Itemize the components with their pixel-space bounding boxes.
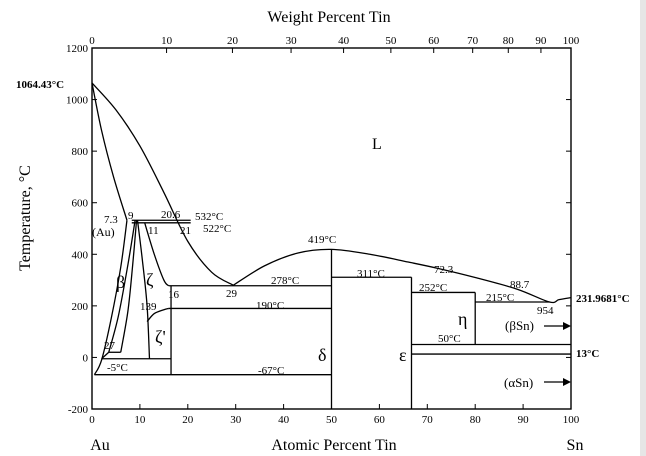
comp-9: 9 [128,210,134,222]
element-sn-label: Sn [567,437,584,454]
curve-solidus-au [91,82,128,221]
temp-tick-label: 600 [72,198,89,210]
comp-20-6: 20.6 [161,209,181,221]
phase-zeta: ζ [146,270,154,290]
weight-tick-label: 60 [428,35,440,47]
atomic-tick-label: 20 [182,414,194,426]
phase-liquid: L [372,136,382,153]
phase-beta-sn: (βSn) [505,318,534,333]
weight-tick-label: 90 [535,35,547,47]
temp-tick-label: 800 [72,146,89,158]
atomic-tick-label: 100 [563,414,580,426]
temp-tick-label: -200 [68,404,89,416]
t419-label: 419°C [308,234,336,246]
phase-epsilon: ε [399,345,407,365]
curve-beta-right [120,220,138,353]
phase-au: (Au) [92,225,115,239]
atomic-tick-label: 90 [518,414,530,426]
curve-zeta-right [144,222,170,287]
curve-zeta-left [136,220,151,359]
curve-au-solvus [93,220,128,376]
temp-tick-label: 1200 [66,43,89,55]
weight-tick-label: 50 [385,35,397,47]
comp-72-3: 72.3 [434,264,454,276]
temp-tick-label: 200 [72,301,89,313]
t532-label: 532°C [195,211,223,223]
atomic-tick-label: 30 [230,414,242,426]
comp-29: 29 [226,288,238,300]
t190-label: 190°C [256,300,284,312]
arrow-head-beta-sn [563,322,571,330]
t50-label: 50°C [438,333,461,345]
comp-27: 27 [104,340,116,352]
temp-tick-label: 0 [83,352,89,364]
phase-beta: β [116,272,125,292]
t311-label: 311°C [357,268,385,280]
t278-label: 278°C [271,275,299,287]
phase-boundaries [91,82,572,409]
weight-tick-label: 30 [286,35,298,47]
t215-label: 215°C [486,292,514,304]
axis-ticks: 0 10 20 30 40 50 60 70 80 90 1000 10 20 30 40 50 60 70 80 9… [66,35,580,426]
temperature-axis-label: Temperature, °C [17,165,34,271]
t522-label: 522°C [203,223,231,235]
tm5-label: -5°C [107,362,128,374]
atomic-tick-label: 40 [278,414,290,426]
phase-alpha-sn: (αSn) [504,375,533,390]
weight-tick-label: 20 [227,35,239,47]
phase-delta: δ [318,345,326,365]
atomic-tick-label: 10 [134,414,146,426]
weight-tick-label: 10 [161,35,173,47]
weight-tick-label: 0 [89,35,95,47]
comp-11: 11 [148,225,159,237]
comp-16: 16 [168,289,180,301]
sn-melting-label: 231.9681°C [576,293,630,305]
sn-transition-label: 13°C [576,348,599,360]
atomic-tick-label: 80 [470,414,482,426]
comp-21: 21 [180,225,191,237]
weight-tick-label: 80 [503,35,515,47]
comp-88-7: 88.7 [510,279,530,291]
comp-95-4: 954 [537,305,554,317]
curve-liquidus-right [232,248,572,304]
line-vb [101,351,110,360]
atomic-tick-label: 60 [374,414,386,426]
phase-eta: η [458,309,467,329]
atomic-percent-title: Atomic Percent Tin [271,437,396,454]
comp-7-3: 7.3 [104,214,118,226]
curve-zeta-prime-curve [146,307,169,323]
tm67-label: -67°C [258,365,284,377]
window-edge [640,0,646,456]
weight-tick-label: 40 [338,35,350,47]
arrow-head-alpha-sn [563,378,571,386]
atomic-tick-label: 0 [89,414,95,426]
curve-liquidus-left [91,82,234,286]
t252-label: 252°C [419,282,447,294]
weight-percent-title: Weight Percent Tin [267,9,390,26]
weight-tick-label: 100 [563,35,580,47]
element-au-label: Au [90,437,110,454]
phase-zeta-prime: ζ' [155,327,166,347]
weight-tick-label: 70 [467,35,479,47]
atomic-tick-label: 70 [422,414,434,426]
temp-tick-label: 400 [72,249,89,261]
atomic-tick-label: 50 [326,414,338,426]
au-melting-label: 1064.43°C [16,79,64,91]
comp-139: 139 [140,301,157,313]
curve-beta-left [108,220,136,353]
temp-tick-label: 1000 [66,95,89,107]
